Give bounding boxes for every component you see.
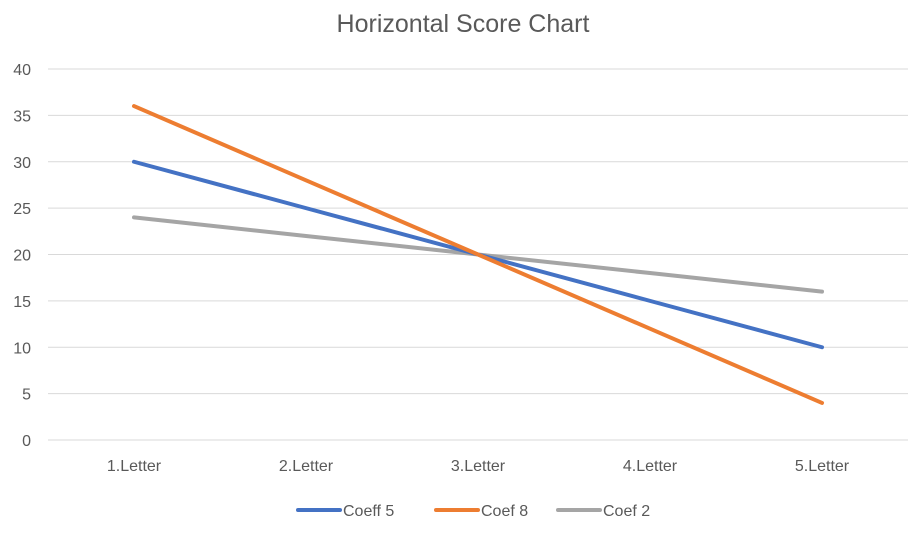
legend-item: Coef 2 — [556, 503, 650, 520]
series-line-coef-8 — [132, 104, 824, 405]
x-tick-label: 2.Letter — [279, 458, 334, 475]
x-tick-label: 4.Letter — [623, 458, 678, 475]
legend: Coeff 5 Coef 8 Coef 2 — [296, 503, 650, 520]
legend-label: Coeff 5 — [343, 503, 394, 520]
legend-item: Coef 8 — [434, 503, 528, 520]
series-lines — [132, 104, 824, 405]
y-tick-label: 25 — [13, 201, 31, 218]
x-tick-label: 3.Letter — [451, 458, 506, 475]
y-tick-label: 10 — [13, 340, 31, 357]
legend-label: Coef 8 — [481, 503, 528, 520]
y-tick-label: 35 — [13, 108, 31, 125]
x-tick-label: 1.Letter — [107, 458, 162, 475]
y-tick-label: 0 — [22, 433, 31, 450]
y-axis-ticks: 0 5 10 15 20 25 30 35 40 — [13, 62, 31, 450]
y-tick-label: 40 — [13, 62, 31, 79]
legend-label: Coef 2 — [603, 503, 650, 520]
x-axis-ticks: 1.Letter 2.Letter 3.Letter 4.Letter 5.Letter — [107, 458, 850, 475]
x-tick-label: 5.Letter — [795, 458, 850, 475]
legend-item: Coeff 5 — [296, 503, 394, 520]
y-tick-label: 15 — [13, 294, 31, 311]
chart-title: Horizontal Score Chart — [337, 10, 590, 38]
y-tick-label: 20 — [13, 248, 31, 265]
y-tick-label: 5 — [22, 387, 31, 404]
y-tick-label: 30 — [13, 155, 31, 172]
